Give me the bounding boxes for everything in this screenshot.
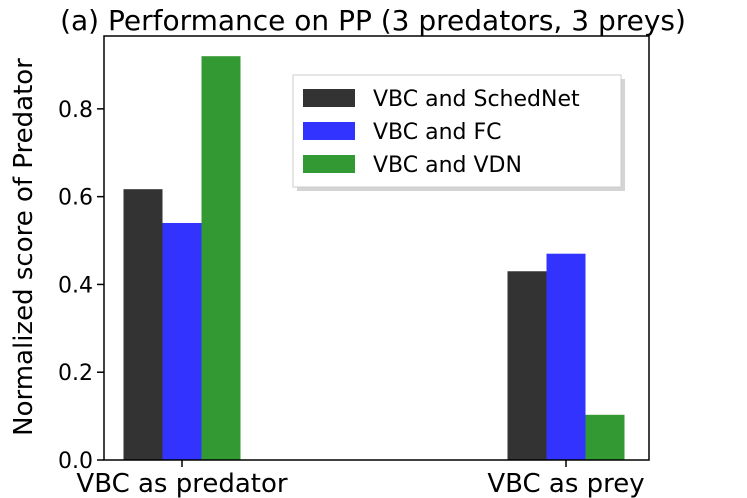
y-axis-label: Normalized score of Predator	[9, 58, 39, 436]
bar-1-2	[507, 271, 547, 460]
bar-3-1	[201, 56, 241, 460]
chart-title: (a) Performance on PP (3 predators, 3 pr…	[60, 4, 686, 37]
y-tick-label: 0.4	[58, 273, 93, 298]
bar-2-1	[162, 222, 202, 460]
legend-label: VBC and FC	[373, 120, 502, 145]
x-tick-label: VBC as predator	[76, 469, 287, 498]
bar-1-1	[123, 189, 163, 460]
legend-swatch	[303, 155, 355, 173]
legend-label: VBC and VDN	[373, 153, 522, 178]
legend-swatch	[303, 89, 355, 107]
bar-2-2	[546, 253, 586, 460]
y-axis-ticks: 0.0 0.2 0.4 0.6 0.8	[58, 98, 104, 474]
legend: VBC and SchedNet VBC and FC VBC and VDN	[292, 74, 625, 191]
legend-swatch	[303, 122, 355, 140]
y-tick-label: 0.8	[58, 98, 93, 123]
y-tick-label: 0.2	[58, 361, 93, 386]
bar-3-2	[585, 414, 625, 460]
legend-label: VBC and SchedNet	[373, 87, 580, 112]
y-tick-label: 0.6	[58, 186, 93, 211]
bars-group	[123, 56, 625, 460]
plot-frame	[103, 35, 650, 461]
y-tick-label: 0.0	[58, 449, 93, 474]
x-axis-ticks: VBC as predator VBC as prey	[76, 460, 645, 498]
x-tick-label: VBC as prey	[487, 469, 644, 498]
